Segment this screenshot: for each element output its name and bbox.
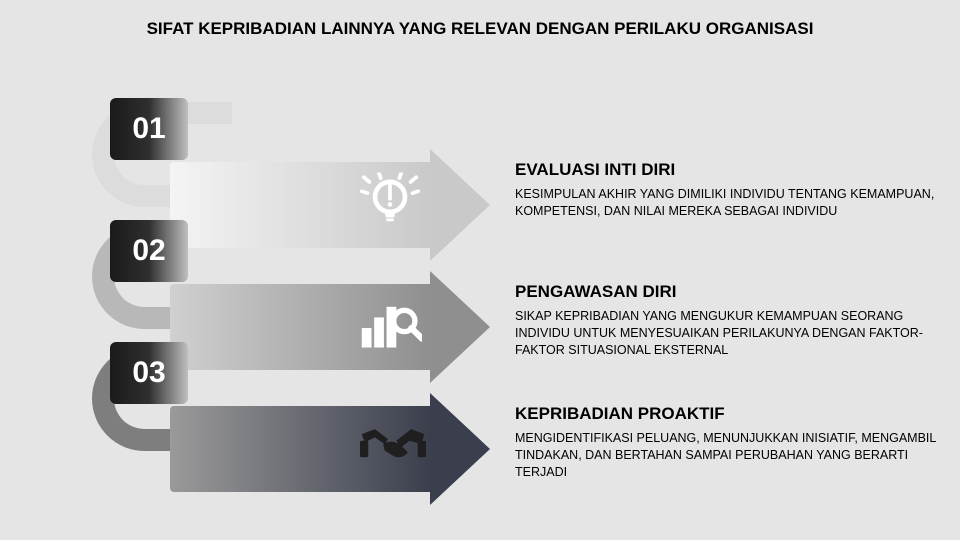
number-box-2: 02 [110,220,188,282]
item-heading: EVALUASI INTI DIRI [515,160,945,180]
bar-magnify-icon [360,297,422,358]
item-heading: PENGAWASAN DIRI [515,282,945,302]
item-text-1: EVALUASI INTI DIRI KESIMPULAN AKHIR YANG… [515,160,945,220]
arrow-3 [170,406,490,492]
item-desc: SIKAP KEPRIBADIAN YANG MENGUKUR KEMAMPUA… [515,308,945,359]
item-text-3: KEPRIBADIAN PROAKTIF MENGIDENTIFIKASI PE… [515,404,945,481]
number-label: 01 [132,112,165,146]
infographic-stage: 01 02 03 [110,70,500,530]
item-desc: KESIMPULAN AKHIR YANG DIMILIKI INDIVIDU … [515,186,945,220]
arrow-2 [170,284,490,370]
page-title: SIFAT KEPRIBADIAN LAINNYA YANG RELEVAN D… [0,0,960,49]
item-text-2: PENGAWASAN DIRI SIKAP KEPRIBADIAN YANG M… [515,282,945,359]
handshake-icon [360,423,426,476]
number-box-1: 01 [110,98,188,160]
item-heading: KEPRIBADIAN PROAKTIF [515,404,945,424]
item-desc: MENGIDENTIFIKASI PELUANG, MENUNJUKKAN IN… [515,430,945,481]
arrow-1 [170,162,490,248]
lightbulb-alert-icon [360,173,420,238]
number-box-3: 03 [110,342,188,404]
number-label: 03 [132,356,165,390]
number-label: 02 [132,234,165,268]
